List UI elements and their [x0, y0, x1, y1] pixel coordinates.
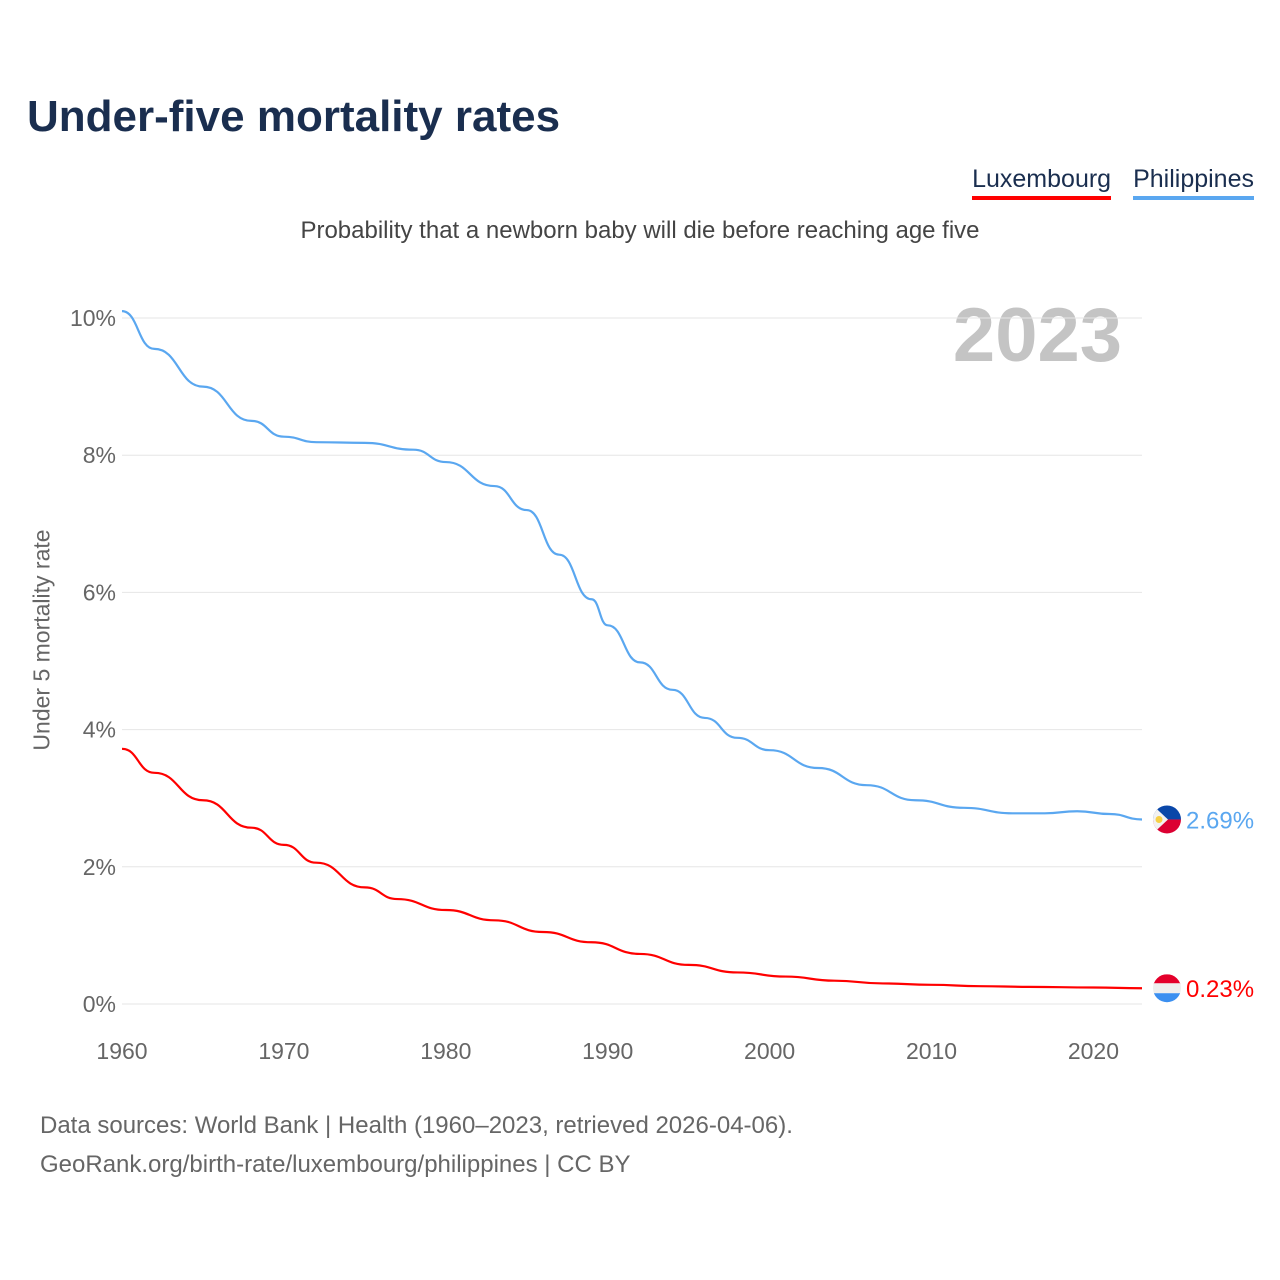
y-tick-label: 6% [83, 579, 116, 605]
y-tick-label: 2% [83, 854, 116, 880]
legend: Luxembourg Philippines [972, 165, 1254, 200]
x-tick-label: 2020 [1068, 1038, 1119, 1064]
x-tick-label: 1960 [96, 1038, 147, 1064]
x-tick-label: 1980 [420, 1038, 471, 1064]
y-tick-label: 8% [83, 442, 116, 468]
end-value-label: 0.23% [1186, 976, 1254, 1003]
philippines-flag-icon [1153, 805, 1181, 834]
y-tick-label: 0% [83, 991, 116, 1017]
luxembourg-flag-icon [1153, 974, 1181, 1003]
series-line-luxembourg [121, 747, 1143, 990]
legend-philippines[interactable]: Philippines [1133, 165, 1254, 200]
x-tick-label: 1970 [258, 1038, 309, 1064]
x-tick-label: 2010 [906, 1038, 957, 1064]
x-tick-label: 2000 [744, 1038, 795, 1064]
attribution-line: GeoRank.org/birth-rate/luxembourg/philip… [40, 1151, 631, 1178]
y-tick-label: 4% [83, 717, 116, 743]
series-line-philippines [121, 310, 1143, 821]
y-tick-label: 10% [70, 305, 116, 331]
chart-subtitle: Probability that a newborn baby will die… [300, 217, 980, 244]
footer: Data sources: World Bank | Health (1960–… [40, 1106, 793, 1184]
chart-title: Under-five mortality rates [27, 92, 561, 141]
end-value-label: 2.69% [1186, 807, 1254, 834]
year-label: 2023 [952, 293, 1122, 378]
legend-luxembourg[interactable]: Luxembourg [972, 165, 1112, 200]
x-tick-label: 1990 [582, 1038, 633, 1064]
source-line: Data sources: World Bank | Health (1960–… [40, 1112, 793, 1139]
